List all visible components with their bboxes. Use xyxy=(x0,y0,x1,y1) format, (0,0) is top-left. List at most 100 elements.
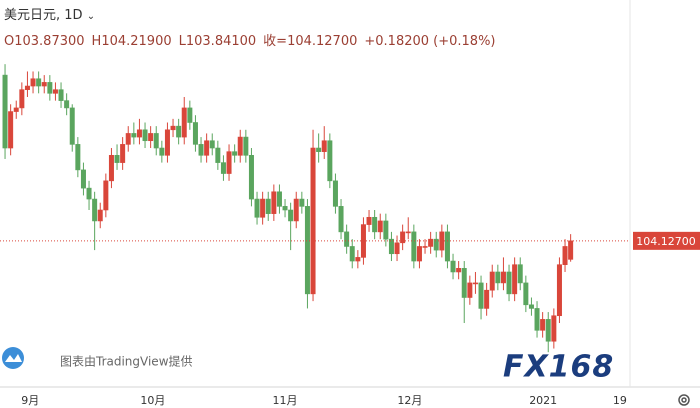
last-price-box xyxy=(633,231,700,250)
ohlc-value: H104.21900 xyxy=(91,34,172,49)
candle-body xyxy=(422,246,428,248)
candle-body xyxy=(248,155,254,200)
candle-body xyxy=(159,147,165,156)
candle-body xyxy=(338,206,344,233)
candle-body xyxy=(58,89,64,101)
candle-body xyxy=(383,220,389,240)
candle-body xyxy=(428,238,434,247)
watermark: 图表由TradingView提供 xyxy=(60,354,193,369)
candle-body xyxy=(52,89,58,94)
candle-body xyxy=(153,133,159,149)
candle-body xyxy=(450,260,456,273)
candle-body xyxy=(176,125,182,138)
candle-body xyxy=(271,191,277,214)
candle-body xyxy=(495,271,501,284)
x-tick-label: 10月 xyxy=(140,394,165,407)
candle-body xyxy=(551,315,557,342)
candle-body xyxy=(204,140,210,156)
x-tick-label: 2021 xyxy=(529,394,557,407)
candle-body xyxy=(108,155,114,182)
candle-body xyxy=(321,140,327,152)
candle-body xyxy=(489,271,495,291)
candle-body xyxy=(30,78,36,87)
candle-body xyxy=(237,136,243,156)
chevron[interactable]: ⌄ xyxy=(86,11,96,22)
ohlc-value: +0.18200 (+0.18%) xyxy=(364,34,496,49)
candle-body xyxy=(103,180,109,211)
candle-body xyxy=(332,180,338,207)
candle-body xyxy=(47,82,53,94)
candle-body xyxy=(136,129,142,138)
candle-body xyxy=(500,271,506,284)
ohlc-value: 收=104.12700 xyxy=(263,34,358,49)
candle-body xyxy=(355,257,361,262)
candle-body xyxy=(2,74,8,149)
candle-body xyxy=(215,147,221,163)
candle-body xyxy=(534,308,540,331)
ohlc-value: L103.84100 xyxy=(178,34,257,49)
candle-body xyxy=(41,82,47,87)
candle-body xyxy=(467,282,473,298)
candle-body xyxy=(562,246,568,265)
candle-body xyxy=(198,144,204,156)
candle-body xyxy=(80,169,86,189)
candle-body xyxy=(512,264,518,295)
candle-body xyxy=(461,268,467,298)
tv-logo xyxy=(2,347,24,369)
candle-body xyxy=(299,198,305,207)
candle-body xyxy=(164,129,170,156)
candle-body xyxy=(444,231,450,262)
candle-body xyxy=(416,246,422,262)
candle-body xyxy=(288,209,294,222)
symbol[interactable]: 美元日元, 1D xyxy=(4,8,83,23)
candle-body xyxy=(254,198,260,218)
candle-body xyxy=(349,246,355,262)
candle-body xyxy=(260,198,266,218)
candle-body xyxy=(478,282,484,309)
candle-body xyxy=(405,231,411,234)
candle-body xyxy=(131,133,137,138)
candle-body xyxy=(545,319,551,342)
candle-body xyxy=(125,133,131,145)
candle-body xyxy=(276,191,282,207)
candle-body xyxy=(142,129,148,142)
candle-body xyxy=(293,198,299,222)
candle-body xyxy=(120,144,126,163)
candle-body xyxy=(265,198,271,214)
candle-body xyxy=(506,271,512,295)
candle-body xyxy=(92,198,98,222)
candle-body xyxy=(8,111,14,149)
candle-body xyxy=(568,240,574,260)
x-tick-label: 12月 xyxy=(397,394,422,407)
candle-body xyxy=(528,304,534,309)
candle-body xyxy=(148,133,154,142)
candle-body xyxy=(69,107,75,145)
candle-body xyxy=(282,206,288,211)
candle-body xyxy=(170,125,176,131)
candle-body xyxy=(19,89,25,109)
candle-body xyxy=(316,147,322,152)
candle-body xyxy=(456,268,462,273)
x-tick-label: 11月 xyxy=(273,394,298,407)
x-tick-label: 9月 xyxy=(21,394,39,407)
fx168-logo: FX168 xyxy=(503,350,614,385)
candle-body xyxy=(388,238,394,255)
candle-body xyxy=(243,136,249,156)
candle-body xyxy=(220,162,226,174)
header: 美元日元, 1D ⌄ O103.87300 H104.21900 L103.8410… xyxy=(4,4,503,49)
candle-body xyxy=(540,319,546,331)
candle-body xyxy=(366,216,372,225)
candle-body xyxy=(372,216,378,233)
settings-gear[interactable] xyxy=(678,394,690,406)
candle-body xyxy=(556,264,562,317)
candle-body xyxy=(517,264,523,284)
candle-body xyxy=(226,151,232,174)
candle-body xyxy=(484,289,490,309)
ohlc-value: O103.87300 xyxy=(4,34,85,49)
candle-body xyxy=(13,107,19,112)
candle-body xyxy=(411,231,417,262)
candle-body xyxy=(327,140,333,182)
candle-body xyxy=(192,122,198,145)
candle-body xyxy=(36,78,42,87)
last-price-label: 104.12700 xyxy=(636,235,696,248)
